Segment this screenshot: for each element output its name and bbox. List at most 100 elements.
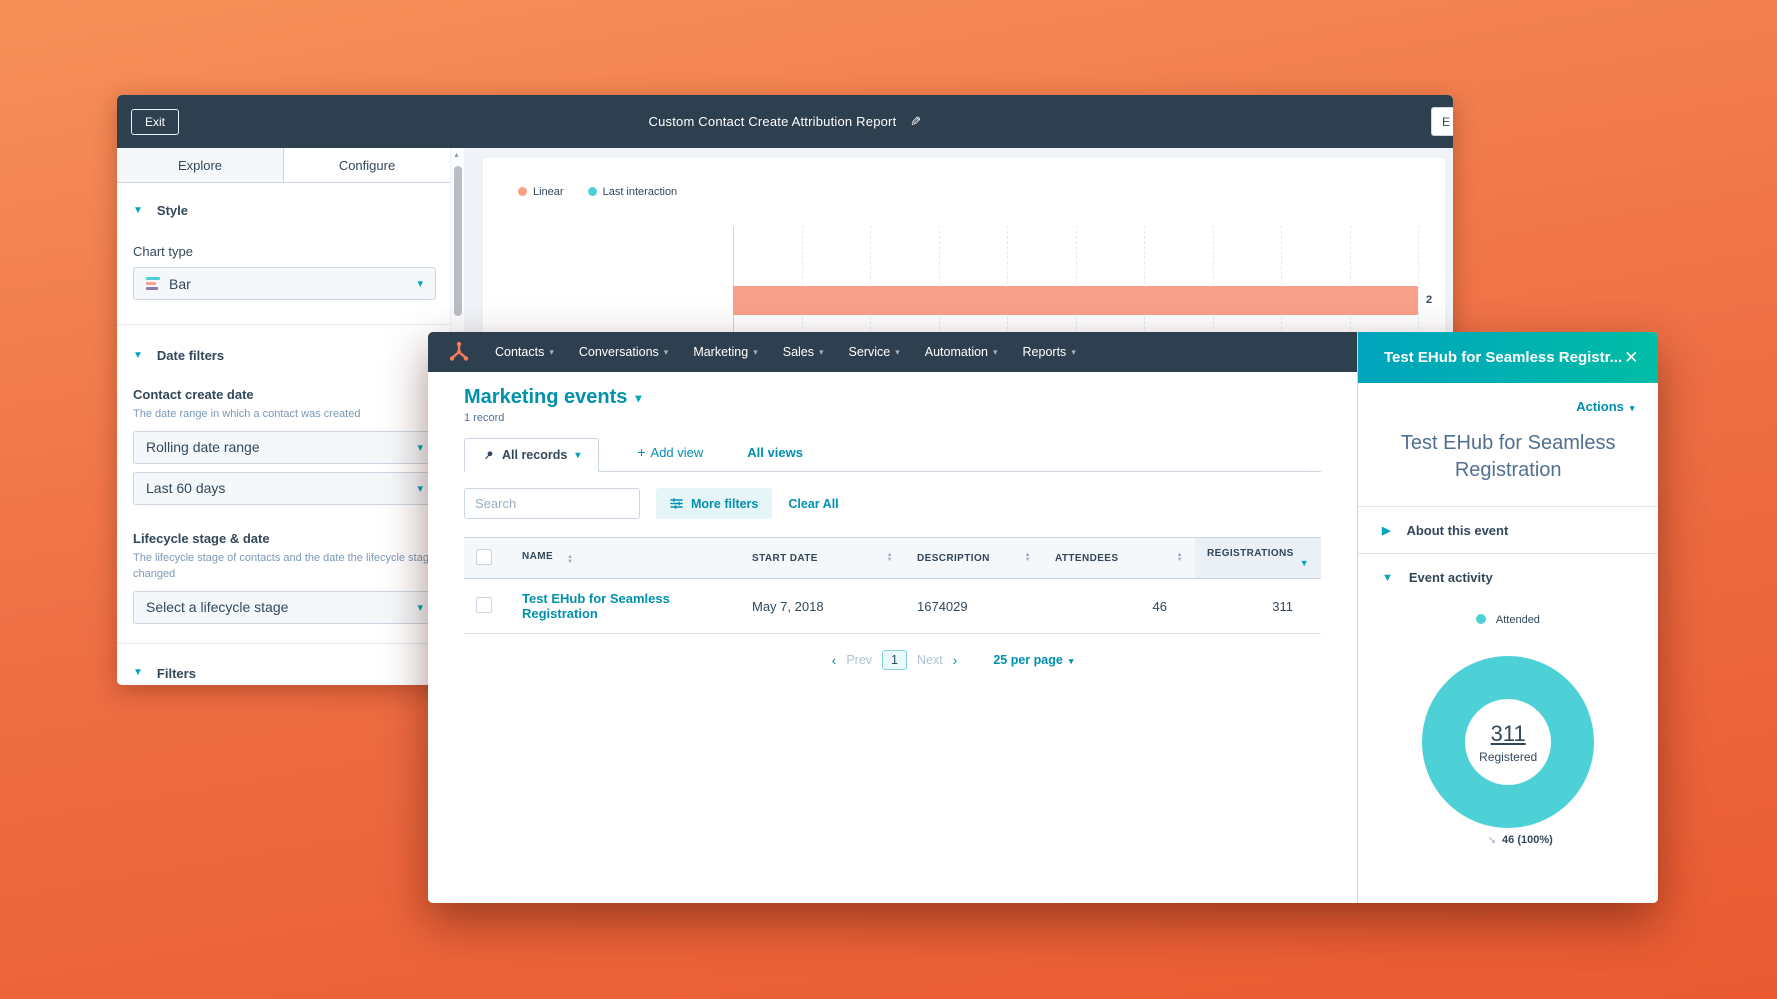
next-chevron-icon[interactable]: ›: [952, 652, 958, 668]
event-start-date: May 7, 2018: [740, 578, 905, 634]
event-activity-section[interactable]: ▼ Event activity: [1382, 570, 1493, 585]
pagination: ‹ Prev 1 Next › 25 per page: [524, 650, 1381, 670]
all-views-link[interactable]: All views: [747, 445, 803, 460]
divider: [117, 324, 450, 325]
column-header-attendees[interactable]: ATTENDEES ▲ ▼: [1043, 537, 1195, 579]
search-box[interactable]: [464, 488, 651, 519]
nav-sales[interactable]: Sales: [783, 345, 824, 359]
event-description: 1674029: [905, 578, 1043, 634]
date-range-value-select[interactable]: Last 60 days ▾: [133, 471, 436, 505]
style-section-label: Style: [156, 203, 188, 218]
pin-icon: [485, 450, 493, 459]
edit-pencil-icon[interactable]: ✎: [910, 113, 922, 129]
lifecycle-desc: The lifecycle stage of contacts and the …: [133, 551, 436, 581]
events-table: NAME ▲ ▼ START DATE ▲ ▼ DESCRIPTION ▲ ▼ ATTEND…: [464, 537, 1321, 634]
actions-dropdown[interactable]: Actions: [1382, 399, 1634, 414]
date-range-type-value: Rolling date range: [146, 439, 260, 455]
legend-item-last-interaction[interactable]: Last interaction: [587, 186, 677, 198]
legend-dot-icon: [587, 187, 597, 196]
scroll-up-arrow-icon[interactable]: ▲: [453, 152, 460, 159]
report-builder-topbar: Exit Custom Contact Create Attribution R…: [117, 95, 1453, 148]
contact-create-date-desc: The date range in which a contact was cr…: [133, 408, 361, 420]
date-filters-section-header[interactable]: ▼ Date filters: [133, 348, 436, 363]
column-header-name[interactable]: NAME ▲ ▼: [510, 537, 740, 579]
table-row: Test EHub for Seamless Registration May …: [464, 578, 1321, 634]
lifecycle-value: Select a lifecycle stage: [146, 599, 289, 615]
filter-sliders-icon: [670, 498, 683, 509]
chart-legend: Linear Last interaction: [518, 186, 1445, 198]
select-all-checkbox[interactable]: [476, 548, 492, 565]
clipped-topbar-button[interactable]: E: [1431, 107, 1453, 136]
date-range-type-select[interactable]: Rolling date range ▾: [133, 430, 436, 464]
configure-sidebar: Explore Configure ▼ Style Chart type Bar…: [117, 148, 450, 685]
add-view-link[interactable]: + Add view: [637, 444, 704, 460]
filters-label: Filters: [156, 665, 196, 681]
divider: [1358, 506, 1658, 507]
row-checkbox[interactable]: [476, 596, 492, 613]
scrollbar-thumb[interactable]: [454, 166, 462, 316]
tab-configure[interactable]: Configure: [284, 148, 450, 182]
divider: [1358, 553, 1658, 554]
current-page-button[interactable]: 1: [882, 650, 907, 670]
nav-reports[interactable]: Reports: [1023, 345, 1076, 359]
prev-chevron-icon[interactable]: ‹: [831, 652, 837, 668]
search-input[interactable]: [475, 496, 651, 511]
prev-button[interactable]: Prev: [846, 653, 873, 667]
event-name-link[interactable]: Test EHub for Seamless Registration: [522, 591, 670, 621]
nav-contacts[interactable]: Contacts: [495, 345, 554, 359]
legend-dot-icon: [1476, 614, 1487, 624]
builder-tabs: Explore Configure: [117, 148, 450, 183]
tab-all-records[interactable]: All records ▾: [464, 438, 600, 472]
filters-section-header[interactable]: ▼ Filters: [133, 666, 436, 681]
column-header-description[interactable]: DESCRIPTION ▲ ▼: [905, 537, 1043, 579]
bar-chart-icon: [146, 277, 160, 290]
date-filters-label: Date filters: [156, 348, 225, 363]
registered-count[interactable]: 311: [1490, 720, 1526, 746]
clear-all-link[interactable]: Clear All: [788, 496, 839, 511]
page-title[interactable]: Marketing events ▾: [464, 386, 642, 408]
style-section-header[interactable]: ▼ Style: [133, 203, 436, 218]
column-header-start-date[interactable]: START DATE ▲ ▼: [740, 537, 905, 579]
sort-icon[interactable]: ▲ ▼: [1176, 551, 1183, 563]
crm-window: Contacts Conversations Marketing Sales S…: [428, 332, 1658, 903]
registrations-donut-chart: 311 Registered: [1422, 656, 1595, 828]
next-button[interactable]: Next: [916, 653, 943, 667]
chart-type-value: Bar: [169, 275, 191, 292]
column-header-registrations[interactable]: REGISTRATIONS ▼: [1195, 537, 1321, 579]
chevron-down-icon: ▼: [1382, 571, 1393, 584]
chevron-down-icon: ▾: [417, 441, 423, 454]
sort-desc-icon[interactable]: ▼: [1299, 558, 1309, 568]
event-registrations: 311: [1195, 578, 1321, 634]
lifecycle-select[interactable]: Select a lifecycle stage ▾: [133, 590, 436, 624]
report-title: Custom Contact Create Attribution Report…: [648, 113, 922, 129]
sort-icon[interactable]: ▲ ▼: [567, 554, 574, 565]
sort-icon[interactable]: ▲ ▼: [1024, 551, 1031, 563]
bar-linear[interactable]: [733, 286, 1418, 315]
nav-marketing[interactable]: Marketing: [693, 345, 757, 359]
lifecycle-label: Lifecycle stage & date: [133, 530, 270, 546]
legend-dot-icon: [518, 187, 527, 196]
donut-legend[interactable]: Attended: [1382, 614, 1634, 626]
per-page-select[interactable]: 25 per page: [993, 653, 1073, 667]
chart-type-select[interactable]: Bar ▾: [133, 267, 436, 300]
attended-callout: ↘ 46 (100%): [1487, 834, 1553, 846]
chevron-down-icon: ▾: [635, 390, 642, 405]
nav-conversations[interactable]: Conversations: [579, 345, 668, 359]
chevron-down-icon: ▾: [417, 278, 423, 290]
registered-label: Registered: [1479, 749, 1538, 764]
more-filters-button[interactable]: More filters: [656, 488, 773, 519]
about-this-event-section[interactable]: ▶ About this event: [1382, 523, 1509, 538]
close-icon[interactable]: ✕: [1624, 347, 1639, 367]
bar-value-label: 2: [1426, 294, 1433, 306]
nav-service[interactable]: Service: [849, 345, 900, 359]
sort-icon[interactable]: ▲ ▼: [886, 551, 893, 563]
exit-button[interactable]: Exit: [131, 109, 180, 135]
tab-explore[interactable]: Explore: [117, 148, 284, 183]
plus-icon: +: [637, 444, 646, 460]
record-count: 1 record: [464, 412, 505, 424]
hubspot-logo-icon[interactable]: [448, 341, 470, 363]
legend-item-linear[interactable]: Linear: [518, 186, 564, 198]
contact-create-date-label: Contact create date: [133, 387, 254, 402]
divider: [117, 642, 450, 644]
nav-automation[interactable]: Automation: [925, 345, 998, 359]
